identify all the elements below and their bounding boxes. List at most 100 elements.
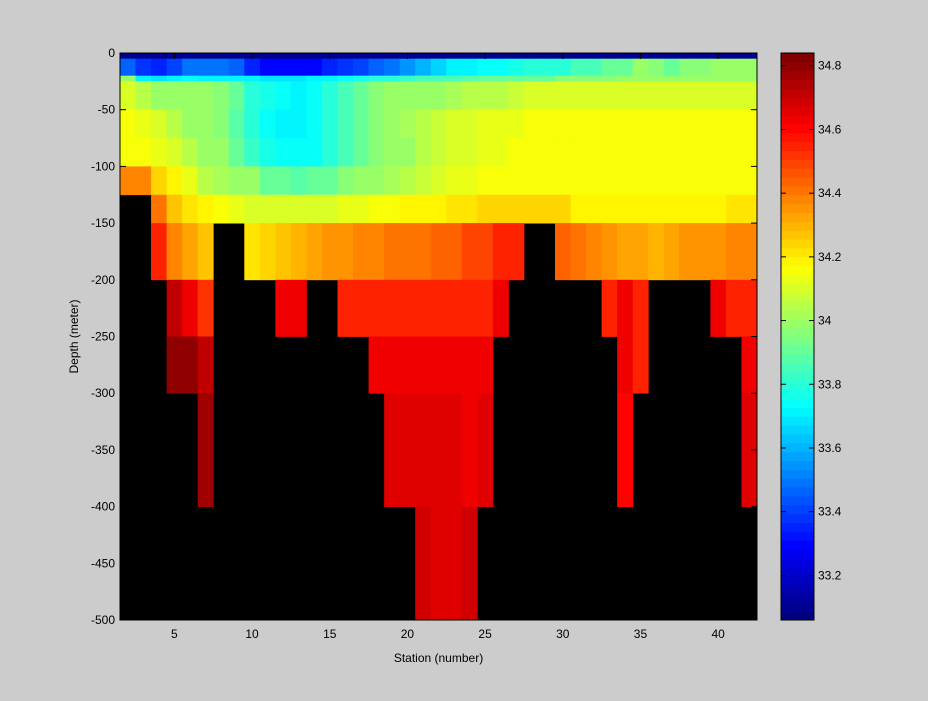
colorbar-strip xyxy=(781,97,814,107)
heatmap-cell xyxy=(446,336,463,394)
heatmap-cell xyxy=(384,75,401,82)
heatmap-cell xyxy=(368,166,385,196)
heatmap-cell xyxy=(648,223,665,281)
colorbar-strip xyxy=(781,371,814,382)
colorbar-strip xyxy=(781,451,814,462)
heatmap-cell xyxy=(523,138,540,167)
colorbar-strip xyxy=(781,425,814,435)
heatmap-cell xyxy=(539,75,556,82)
x-axis-label: Station (number) xyxy=(394,651,483,665)
colorbar-strip xyxy=(781,416,814,426)
heatmap-cell xyxy=(617,223,634,281)
heatmap-cell xyxy=(415,109,432,139)
y-tick-label: -250 xyxy=(91,330,115,344)
x-tick-label: 30 xyxy=(556,627,570,641)
heatmap-cell xyxy=(539,58,556,77)
heatmap-cell xyxy=(710,223,727,281)
heatmap-cell xyxy=(182,53,199,60)
y-tick-label: 0 xyxy=(108,46,115,60)
heatmap-cell xyxy=(679,138,696,167)
colorbar-strip xyxy=(781,61,814,72)
y-tick-label: -400 xyxy=(91,500,115,514)
heatmap-cell xyxy=(632,223,649,281)
heatmap-cell xyxy=(353,223,369,281)
heatmap-cell xyxy=(384,58,401,77)
heatmap-cell xyxy=(135,58,152,77)
heatmap-cell xyxy=(228,58,245,77)
heatmap-cell xyxy=(446,53,463,60)
heatmap-cell xyxy=(617,336,634,394)
heatmap-cell xyxy=(353,58,369,77)
heatmap-cell xyxy=(648,194,665,224)
heatmap-cell xyxy=(353,109,369,139)
heatmap-cell xyxy=(306,53,323,60)
heatmap-cell xyxy=(508,109,525,139)
y-tick-label: -450 xyxy=(91,556,115,570)
heatmap-cell xyxy=(461,138,478,167)
heatmap-cell xyxy=(244,75,261,82)
heatmap-cell xyxy=(679,81,696,111)
heatmap-cell xyxy=(275,109,292,139)
heatmap-cell xyxy=(586,75,603,82)
heatmap-cell xyxy=(679,223,696,281)
heatmap-cell xyxy=(244,166,261,196)
heatmap-cell xyxy=(461,166,478,196)
heatmap-cell xyxy=(523,81,540,111)
heatmap-cell xyxy=(725,279,742,337)
heatmap-cell xyxy=(182,75,199,82)
heatmap-cell xyxy=(197,109,214,139)
heatmap-cell xyxy=(120,166,136,196)
heatmap-cell xyxy=(384,53,401,60)
heatmap-cell xyxy=(415,506,432,621)
heatmap-cell xyxy=(384,223,401,281)
heatmap-cell xyxy=(353,166,369,196)
colorbar-strip xyxy=(781,256,814,267)
heatmap-cell xyxy=(290,166,307,196)
heatmap-cell xyxy=(446,109,463,139)
colorbar-strip xyxy=(781,549,814,559)
heatmap-cell xyxy=(555,166,571,196)
heatmap-cell xyxy=(197,393,214,507)
y-tick-label: -200 xyxy=(91,273,115,287)
colorbar-strip xyxy=(781,265,814,275)
heatmap-cell xyxy=(694,138,711,167)
heatmap-cell xyxy=(523,53,540,60)
heatmap-cell xyxy=(368,75,385,82)
heatmap-cell xyxy=(353,279,369,337)
heatmap-cell xyxy=(306,109,323,139)
heatmap-cell xyxy=(632,81,649,111)
heatmap-cell xyxy=(259,53,276,60)
heatmap-cell xyxy=(399,223,416,281)
x-tick-label: 35 xyxy=(634,627,648,641)
heatmap-cell xyxy=(477,194,494,224)
heatmap-cell xyxy=(632,336,649,394)
heatmap-cell xyxy=(213,53,230,60)
heatmap-cell xyxy=(555,75,571,82)
heatmap-cell xyxy=(290,58,307,77)
heatmap-cell xyxy=(384,166,401,196)
heatmap-cell xyxy=(601,138,618,167)
heatmap-cell xyxy=(228,81,245,111)
heatmap-cell xyxy=(213,138,230,167)
heatmap-cell xyxy=(259,223,276,281)
colorbar-strip xyxy=(781,460,814,470)
heatmap-cell xyxy=(601,279,618,337)
heatmap-cell xyxy=(135,75,152,82)
colorbar-strip xyxy=(781,177,814,187)
heatmap-cell xyxy=(182,109,199,139)
y-tick-label: -150 xyxy=(91,216,115,230)
heatmap-cell xyxy=(166,81,183,111)
heatmap-cell xyxy=(337,58,354,77)
heatmap-cell xyxy=(586,138,603,167)
heatmap-cell xyxy=(663,75,680,82)
heatmap-cell xyxy=(430,194,447,224)
heatmap-cell xyxy=(601,109,618,139)
heatmap-cell xyxy=(694,81,711,111)
heatmap-cell xyxy=(430,53,447,60)
heatmap-cell xyxy=(570,166,587,196)
x-tick-label: 25 xyxy=(478,627,492,641)
heatmap-cell xyxy=(275,279,292,337)
y-tick-label: -100 xyxy=(91,159,115,173)
heatmap-cell xyxy=(523,194,540,224)
heatmap-cell xyxy=(290,81,307,111)
